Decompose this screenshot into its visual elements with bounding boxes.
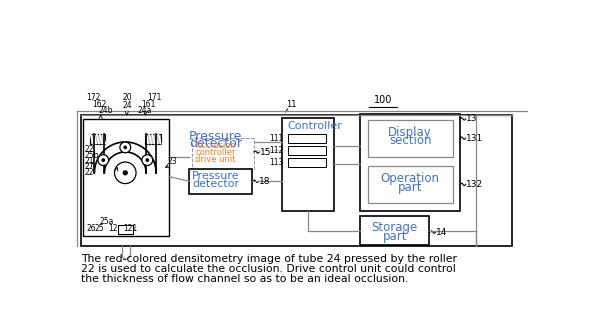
Text: 24b: 24b — [98, 106, 113, 115]
Bar — [192, 138, 254, 169]
Text: drive unit: drive unit — [195, 155, 236, 164]
Text: 14: 14 — [435, 228, 447, 237]
Bar — [281, 118, 334, 211]
Text: 112: 112 — [269, 146, 283, 155]
Bar — [360, 114, 460, 211]
Bar — [117, 225, 133, 234]
Bar — [145, 134, 160, 144]
Circle shape — [124, 146, 126, 148]
Text: 121: 121 — [123, 224, 137, 233]
Text: the thickness of flow channel so as to be an ideal occlusion.: the thickness of flow channel so as to b… — [81, 274, 408, 284]
Circle shape — [98, 155, 109, 166]
Text: Pressure: Pressure — [192, 171, 240, 181]
Bar — [90, 134, 105, 144]
Text: 100: 100 — [374, 95, 392, 105]
Text: Pressure: Pressure — [189, 130, 242, 143]
Bar — [360, 216, 430, 245]
Text: 25a: 25a — [100, 217, 114, 226]
Text: 18: 18 — [258, 177, 270, 186]
Text: 22 is used to calculate the occlusion. Drive control unit could control: 22 is used to calculate the occlusion. D… — [81, 264, 455, 274]
Text: 131: 131 — [466, 134, 483, 143]
Text: part: part — [382, 230, 407, 243]
Text: 24: 24 — [122, 101, 132, 110]
Text: 23: 23 — [168, 156, 177, 166]
Text: 13: 13 — [466, 115, 477, 123]
Text: 161: 161 — [141, 100, 156, 109]
Text: 172: 172 — [86, 93, 100, 102]
Circle shape — [142, 155, 153, 166]
Text: Storage: Storage — [372, 221, 418, 234]
Text: 26: 26 — [86, 224, 96, 233]
Circle shape — [114, 162, 136, 183]
Text: detector: detector — [192, 179, 240, 189]
Text: 27: 27 — [84, 162, 94, 171]
Circle shape — [120, 142, 130, 153]
Circle shape — [123, 171, 127, 175]
Text: 11: 11 — [286, 100, 297, 109]
Text: The red-colored densitometry image of tube 24 pressed by the roller: The red-colored densitometry image of tu… — [81, 254, 457, 264]
Text: 111: 111 — [269, 134, 283, 143]
Bar — [288, 134, 326, 143]
Text: section: section — [389, 134, 431, 147]
Text: 25: 25 — [94, 224, 104, 233]
Text: Controller: Controller — [288, 121, 343, 131]
Text: 25b: 25b — [84, 151, 99, 160]
Text: 113: 113 — [269, 158, 283, 167]
Text: 15: 15 — [260, 148, 271, 156]
Text: 21: 21 — [84, 157, 94, 166]
Text: 162: 162 — [93, 100, 107, 109]
Text: Display: Display — [388, 126, 432, 139]
Text: 20: 20 — [122, 93, 132, 102]
Text: 132: 132 — [466, 180, 483, 189]
Text: Occlusion: Occlusion — [195, 141, 236, 150]
Bar — [368, 120, 453, 157]
Text: 22: 22 — [84, 168, 94, 177]
Text: controller: controller — [195, 148, 236, 157]
Text: 22: 22 — [84, 145, 94, 154]
Text: detector: detector — [189, 138, 242, 150]
Bar — [81, 115, 512, 246]
Circle shape — [102, 159, 104, 161]
Bar — [288, 146, 326, 155]
Circle shape — [146, 159, 149, 161]
Bar — [189, 169, 253, 194]
Bar — [288, 158, 326, 167]
Text: Operation: Operation — [381, 172, 440, 185]
Text: 24a: 24a — [137, 106, 152, 115]
Bar — [368, 166, 453, 203]
Text: part: part — [398, 181, 422, 193]
Text: 12: 12 — [109, 224, 118, 233]
Bar — [83, 119, 169, 236]
Text: 171: 171 — [148, 93, 162, 102]
